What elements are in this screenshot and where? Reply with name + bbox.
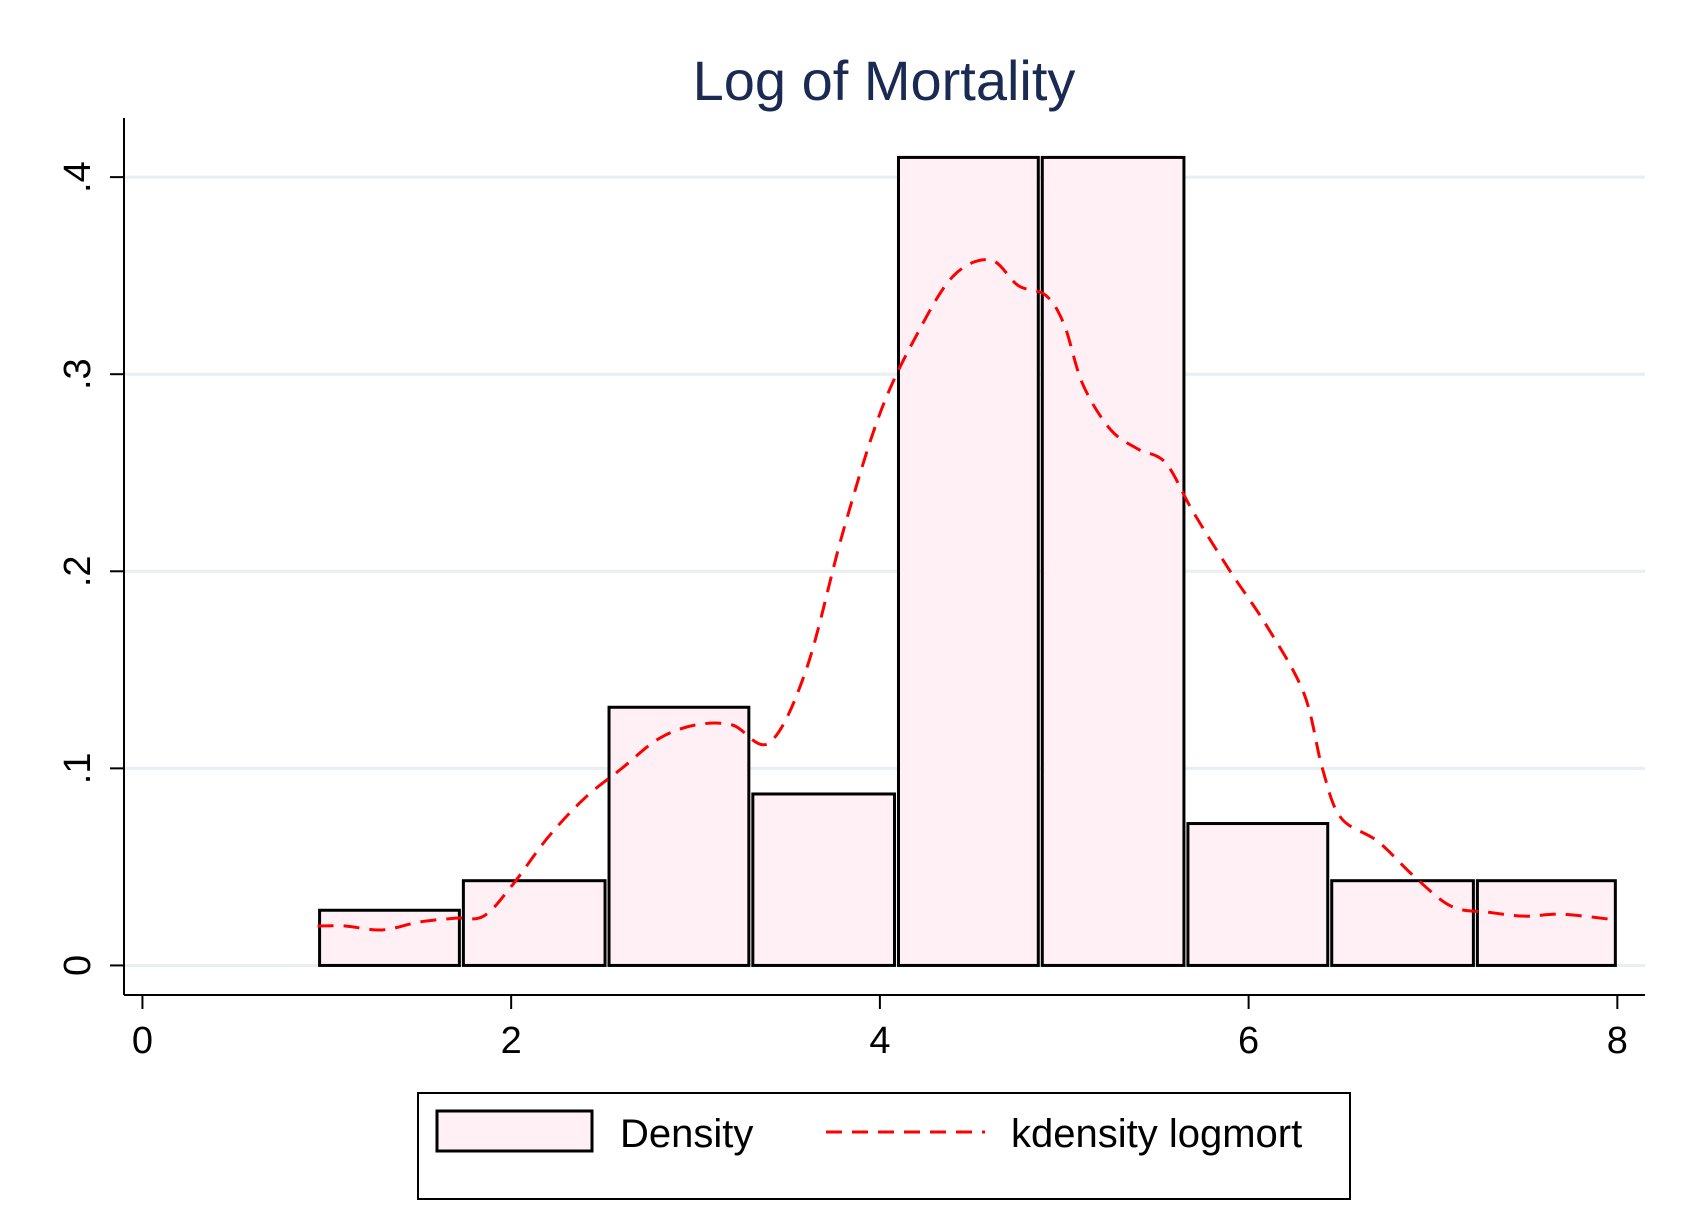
axes: 0 .1 .2 .3 .4 0 2 4 6 8: [57, 118, 1645, 1062]
histogram-bar-2: [607, 705, 751, 967]
histogram-bar-0: [318, 908, 461, 967]
x-tick-label-4: 8: [1607, 1020, 1628, 1062]
histogram-bar-5: [1040, 155, 1186, 967]
y-tick-label-0: 0: [57, 955, 99, 976]
x-tick-label-0: 0: [132, 1020, 153, 1062]
y-tick-label-1: .1: [57, 753, 99, 785]
y-tick-label-2: .2: [57, 555, 99, 587]
x-tick-label-1: 2: [501, 1020, 522, 1062]
y-tick-label-4: .4: [57, 161, 99, 193]
histogram-bars: [318, 155, 1617, 967]
histogram-bar-4: [896, 155, 1040, 967]
histogram-bar-6: [1186, 822, 1330, 967]
kdensity-line: [317, 258, 1618, 932]
legend: Density kdensity logmort: [417, 1092, 1351, 1200]
x-tick-label-2: 4: [869, 1020, 890, 1062]
histogram-bar-1: [461, 879, 607, 967]
chart-title: Log of Mortality: [693, 49, 1076, 112]
kdensity-line-layer: [317, 258, 1618, 932]
histogram-bar-8: [1475, 879, 1617, 967]
legend-swatch-density: [435, 1109, 594, 1153]
legend-label-kdensity: kdensity logmort: [1011, 1112, 1302, 1156]
histogram-bar-3: [751, 792, 896, 967]
x-tick-label-3: 6: [1238, 1020, 1259, 1062]
y-tick-label-3: .3: [57, 358, 99, 390]
histogram-bar-7: [1330, 879, 1475, 967]
legend-label-density: Density: [620, 1112, 753, 1156]
